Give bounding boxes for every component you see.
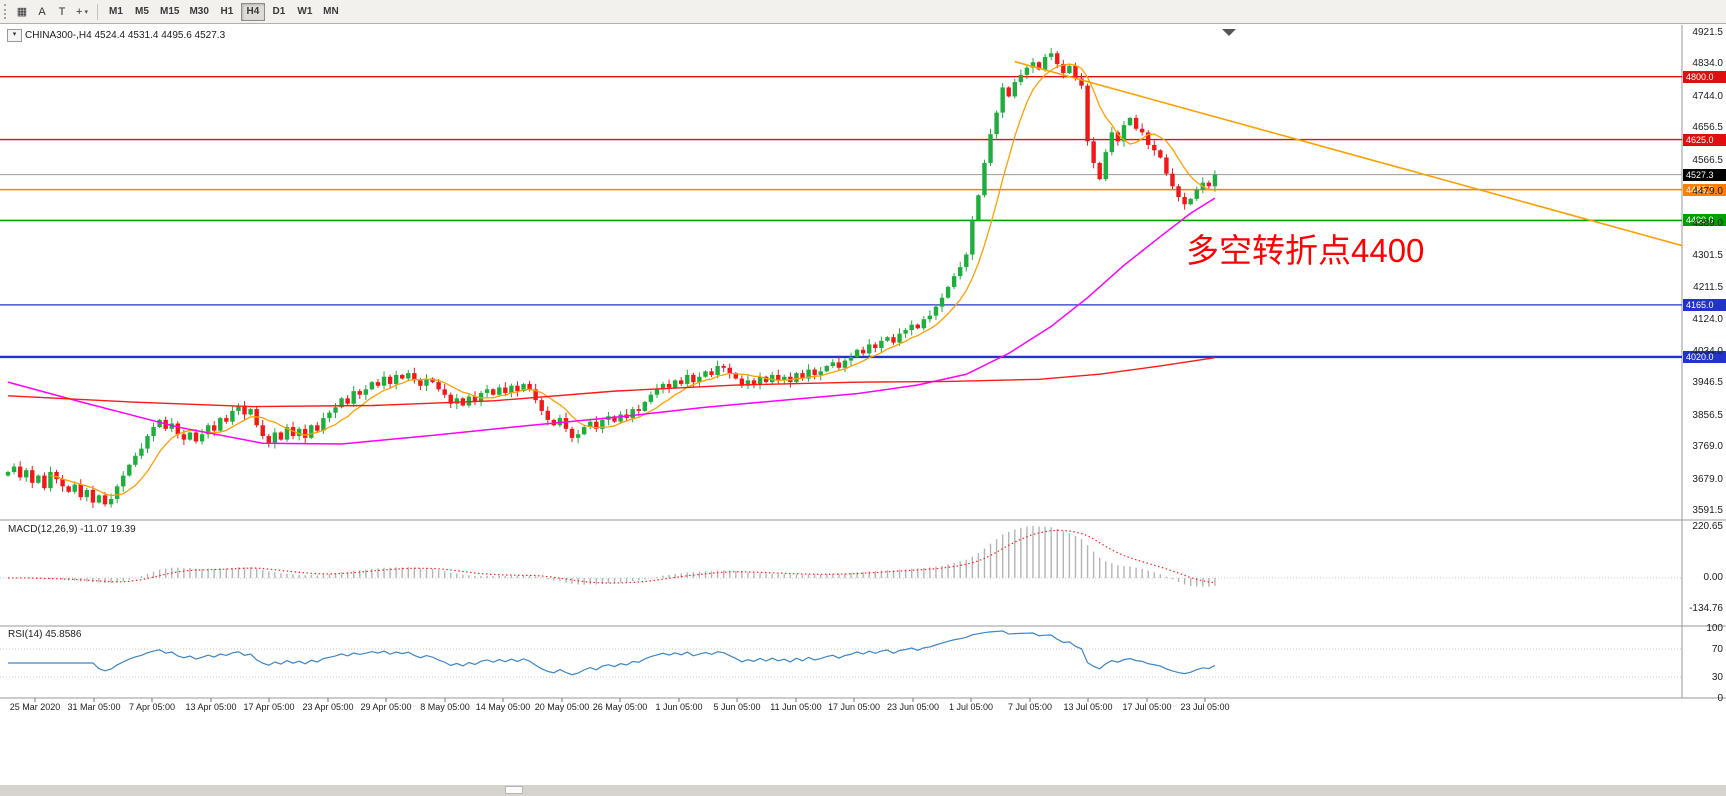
- horizontal-level-lines[interactable]: [0, 75, 1682, 359]
- date-axis[interactable]: [34, 698, 1206, 702]
- timeframe-m30[interactable]: M30: [189, 6, 209, 17]
- rsi-plot: [0, 630, 1682, 678]
- ma-mid-line: [7, 197, 1216, 445]
- taskbar-item[interactable]: [505, 786, 523, 794]
- timeframe-h1[interactable]: H1: [220, 6, 234, 17]
- chart-shift-marker: [1222, 29, 1236, 36]
- macd-signal-line: [7, 529, 1216, 584]
- timeframe-mn[interactable]: MN: [323, 6, 339, 17]
- toolbar-grip[interactable]: [4, 4, 9, 19]
- macd-plot: [0, 525, 1682, 587]
- charts-grid-icon[interactable]: ▦: [16, 6, 28, 18]
- crosshair-icon: +: [76, 5, 83, 18]
- timeframe-m5[interactable]: M5: [135, 6, 149, 17]
- crosshair-tool-button[interactable]: + ▾: [72, 3, 92, 21]
- timeframe-m1[interactable]: M1: [109, 6, 123, 17]
- timeframe-w1[interactable]: W1: [297, 6, 313, 17]
- descending-trendline[interactable]: [1014, 60, 1683, 247]
- timeframe-d1[interactable]: D1: [272, 6, 286, 17]
- text-label-tool-button[interactable]: A: [38, 5, 46, 18]
- moving-averages: [7, 63, 1216, 497]
- symbol-dropdown-button[interactable]: ▾: [7, 29, 22, 42]
- candles[interactable]: [5, 47, 1218, 508]
- symbol-ohlc-line: CHINA300-,H4 4524.4 4531.4 4495.6 4527.3: [25, 30, 226, 41]
- chevron-down-icon: ▾: [84, 8, 88, 16]
- toolbar-separator: [97, 3, 98, 20]
- timeframe-m15[interactable]: M15: [160, 6, 180, 17]
- ma-slow-line: [7, 357, 1216, 408]
- timeframe-h4[interactable]: H4: [240, 2, 265, 21]
- panel-frame: [0, 25, 1726, 699]
- top-toolbar: ▦ A T + ▾ M1 M5 M15 M30 H1 H4 D1 W1 MN: [0, 0, 1726, 24]
- bottom-bar: [0, 785, 1726, 796]
- text-tool-button[interactable]: T: [58, 5, 66, 18]
- ma-fast-line: [50, 63, 1215, 497]
- rsi-line: [8, 630, 1216, 676]
- chinese-annotation-text[interactable]: 多空转折点4400: [1186, 232, 1425, 269]
